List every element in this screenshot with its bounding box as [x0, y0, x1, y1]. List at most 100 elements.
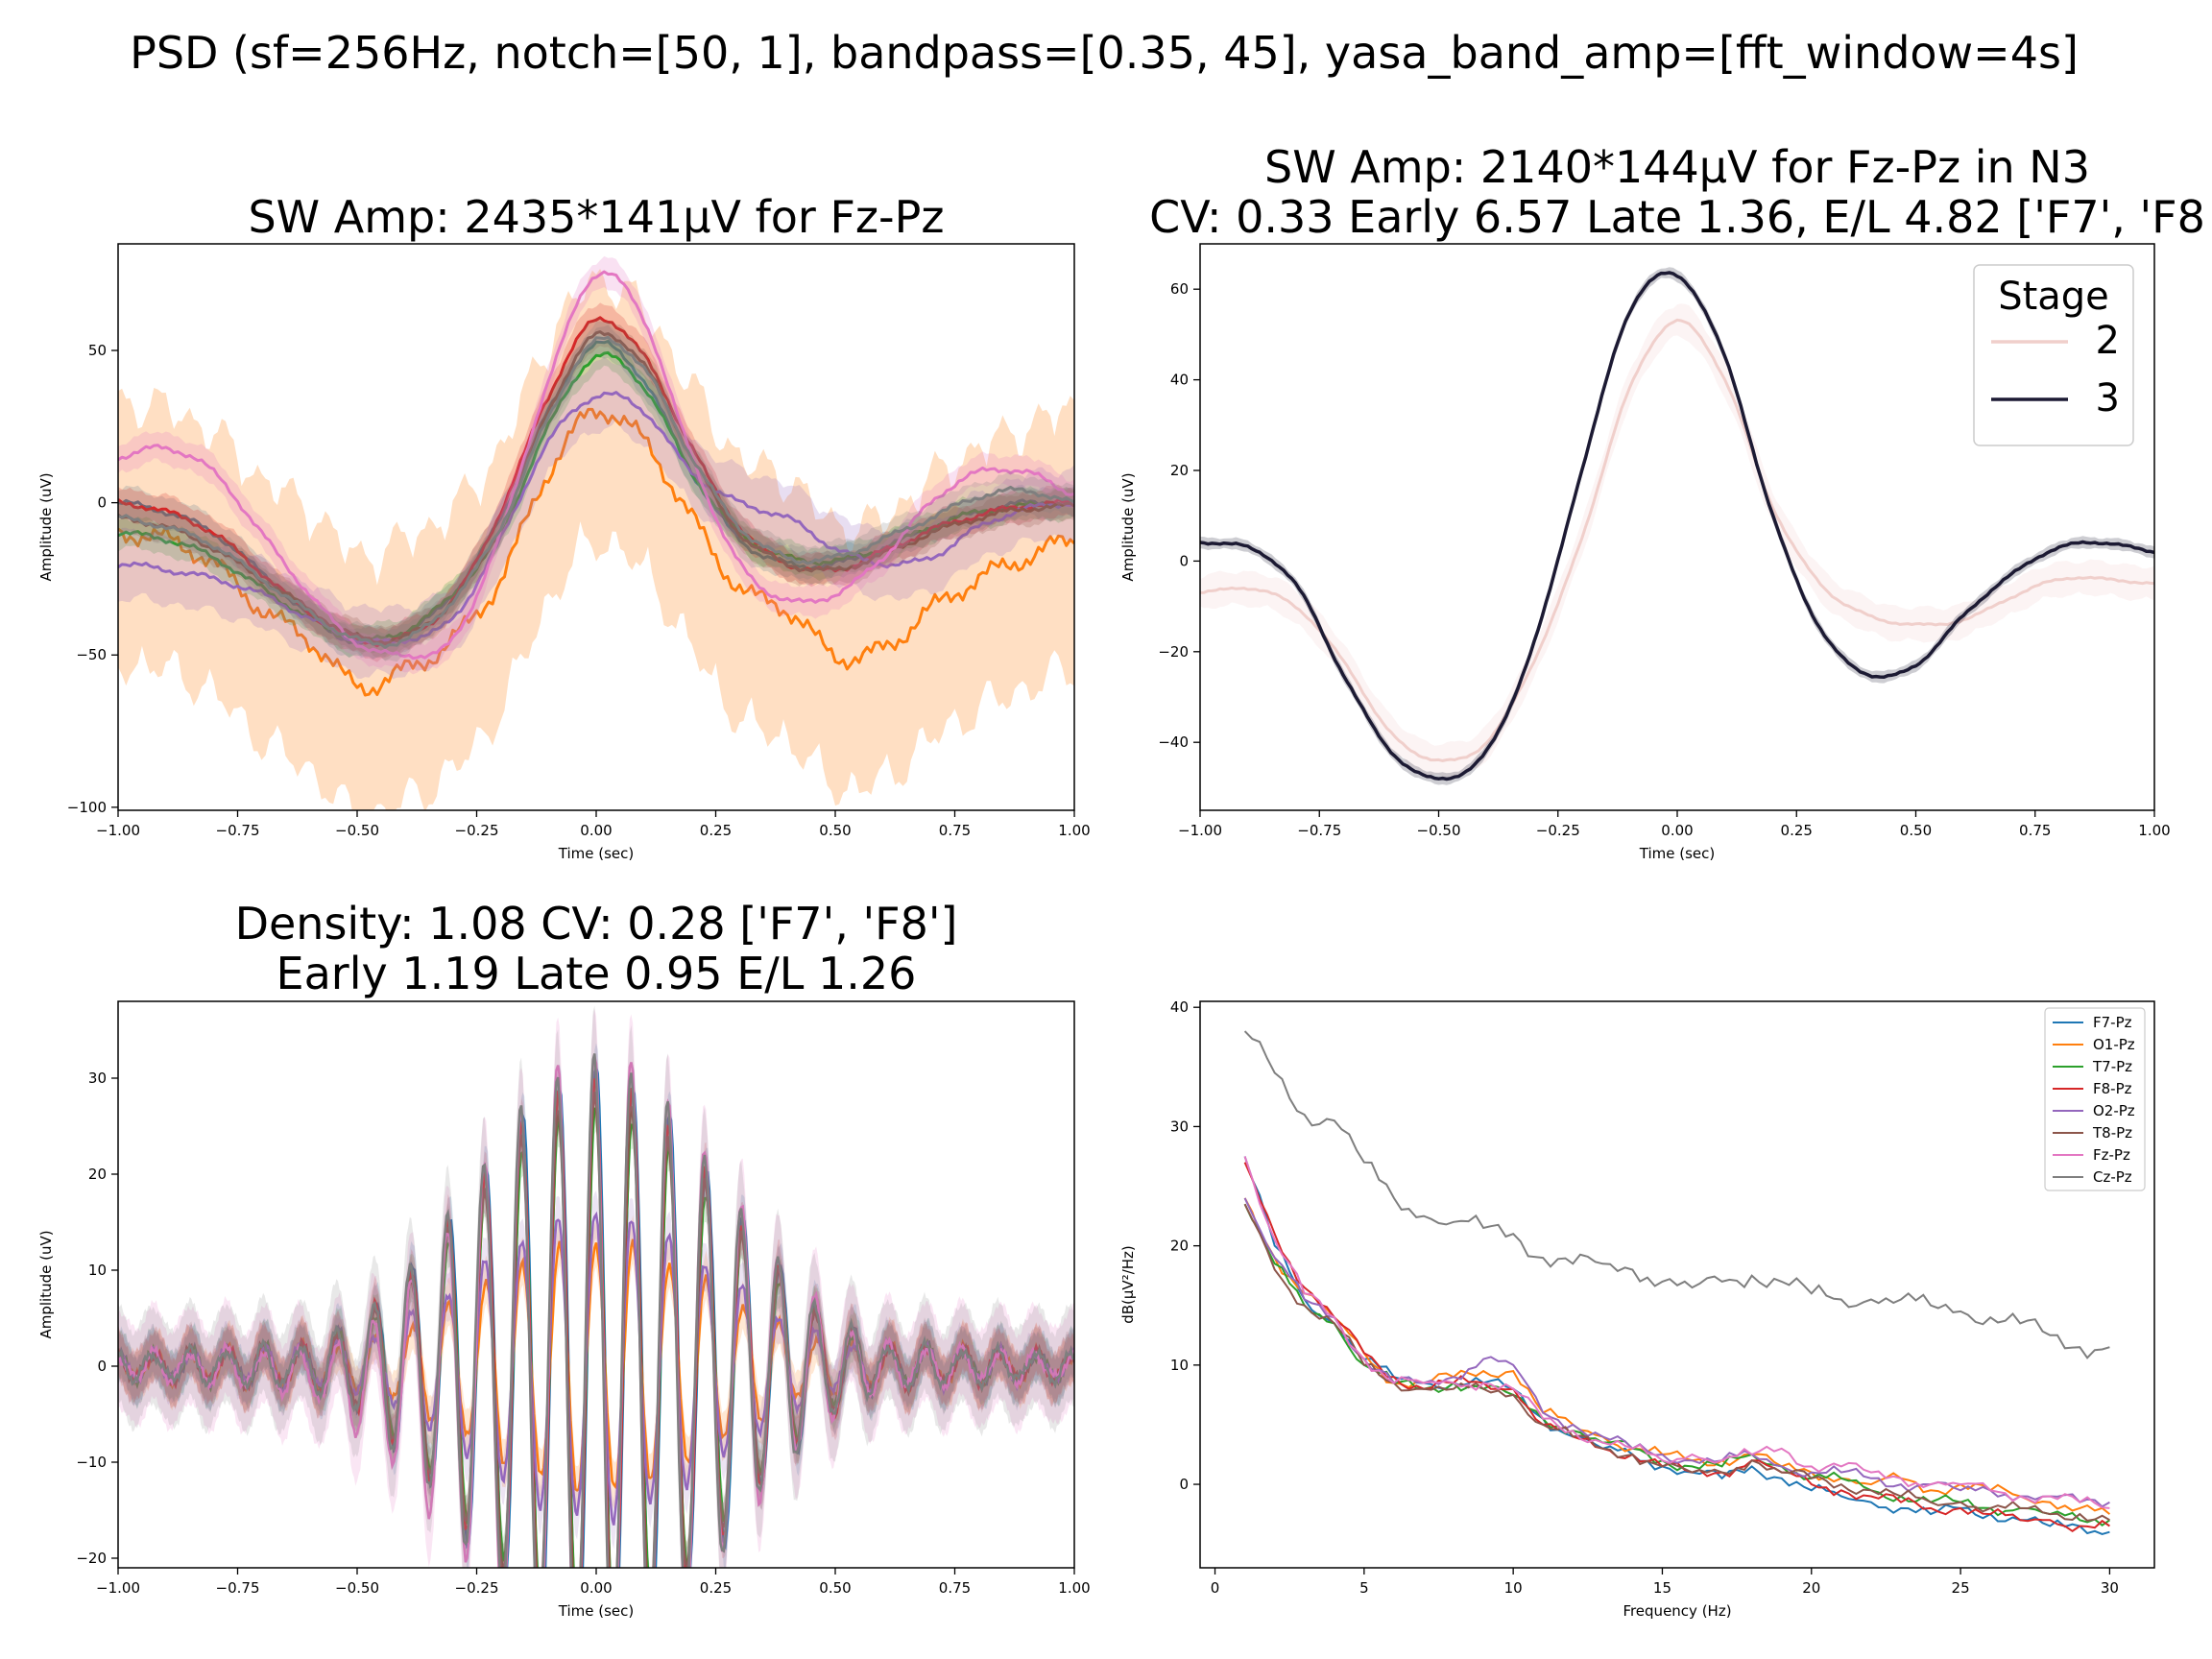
- series-line: [118, 391, 1074, 645]
- chart-title: Early 1.19 Late 0.95 E/L 1.26: [276, 948, 917, 999]
- x-tick-label: 1.00: [2138, 822, 2170, 839]
- y-tick-label: 0: [97, 494, 107, 512]
- x-tick-label: −0.75: [216, 822, 260, 839]
- x-tick-label: 0.75: [2019, 822, 2051, 839]
- figure-suptitle: PSD (sf=256Hz, notch=[50, 1], bandpass=[…: [130, 27, 2079, 79]
- series-line: [118, 330, 1074, 646]
- y-tick-label: 40: [1170, 372, 1189, 389]
- series-line: [1243, 1156, 2110, 1535]
- x-tick-label: −1.00: [96, 1579, 140, 1597]
- y-tick-label: 0: [1179, 552, 1189, 569]
- legend-entry-label: Cz-Pz: [2093, 1168, 2132, 1186]
- series-line: [118, 335, 1074, 649]
- x-tick-label: 30: [2101, 1579, 2119, 1597]
- y-tick-label: 0: [1179, 1476, 1189, 1493]
- chart-title: SW Amp: 2435*141µV for Fz-Pz: [248, 191, 944, 243]
- series-band: [118, 1054, 1074, 1568]
- x-tick-label: 0.50: [1900, 822, 1932, 839]
- spindle-density-chart: Density: 1.08 CV: 0.28 ['F7', 'F8']Early…: [37, 898, 1091, 1620]
- y-axis-label: Amplitude (uV): [37, 472, 55, 581]
- x-tick-label: 15: [1653, 1579, 1671, 1597]
- plot-area: [118, 255, 1074, 810]
- x-axis-label: Time (sec): [1639, 845, 1715, 862]
- series-line: [118, 350, 1074, 643]
- y-tick-label: −50: [76, 646, 107, 663]
- x-axis-label: Frequency (Hz): [1623, 1602, 1731, 1620]
- x-tick-label: 5: [1359, 1579, 1369, 1597]
- y-tick-label: 20: [1170, 462, 1189, 479]
- y-tick-label: −40: [1158, 733, 1189, 751]
- series-line: [1243, 1203, 2110, 1522]
- series-line: [1243, 1197, 2110, 1508]
- x-tick-label: 25: [1952, 1579, 1970, 1597]
- x-tick-label: −0.25: [455, 822, 499, 839]
- legend-entry-label: Fz-Pz: [2093, 1146, 2130, 1164]
- series-band: [118, 325, 1074, 660]
- y-tick-label: 40: [1170, 998, 1189, 1016]
- legend-entry-label: T8-Pz: [2092, 1124, 2132, 1142]
- x-tick-label: −0.75: [216, 1579, 260, 1597]
- x-tick-label: −0.50: [335, 1579, 379, 1597]
- chart-title: Density: 1.08 CV: 0.28 ['F7', 'F8']: [235, 898, 958, 950]
- y-tick-label: 30: [1170, 1118, 1189, 1135]
- x-axis-label: Time (sec): [558, 845, 634, 862]
- y-tick-label: 20: [1170, 1238, 1189, 1255]
- x-tick-label: 0.50: [819, 822, 851, 839]
- x-axis-label: Time (sec): [558, 1602, 634, 1620]
- legend-entry-label: F8-Pz: [2093, 1080, 2132, 1097]
- axes-frame: [1199, 1000, 2155, 1569]
- y-tick-label: 20: [88, 1166, 107, 1183]
- x-tick-label: 0.25: [700, 1579, 732, 1597]
- series-band: [118, 356, 1074, 680]
- series-line: [1200, 318, 2154, 762]
- x-tick-label: −0.25: [1536, 822, 1580, 839]
- series-band: [118, 1005, 1074, 1568]
- x-tick-label: 10: [1504, 1579, 1523, 1597]
- y-tick-label: 10: [88, 1262, 107, 1279]
- y-tick-label: −100: [67, 799, 107, 816]
- y-tick-label: 50: [88, 342, 107, 359]
- series-line: [1243, 1030, 2110, 1359]
- legend-entry-label: F7-Pz: [2093, 1014, 2132, 1031]
- y-tick-label: 0: [97, 1358, 107, 1375]
- x-tick-label: 0.75: [939, 822, 971, 839]
- legend-entry-label: O1-Pz: [2093, 1036, 2135, 1053]
- slow-wave-amplitude-chart: SW Amp: 2435*141µV for Fz-Pz −1.00 −0.75 −0…: [37, 191, 1091, 862]
- psd-chart: 0 5 10 15 20 25 30 0 10 20 30 40 Frequency (Hz) dB(µV…: [1119, 998, 2155, 1620]
- x-tick-label: 0.75: [939, 1579, 971, 1597]
- series-line: [118, 1053, 1074, 1568]
- y-tick-label: 60: [1170, 280, 1189, 298]
- series-band: [118, 269, 1074, 810]
- x-tick-label: −1.00: [96, 822, 140, 839]
- x-tick-label: 20: [1802, 1579, 1820, 1597]
- x-tick-label: 0.00: [580, 822, 612, 839]
- y-axis-label: dB(µV²/Hz): [1119, 1245, 1137, 1324]
- x-tick-label: 1.00: [1058, 1579, 1090, 1597]
- legend-box: [2044, 1007, 2146, 1191]
- x-tick-label: 1.00: [1058, 822, 1090, 839]
- legend-entry-label: O2-Pz: [2093, 1102, 2135, 1119]
- x-tick-label: 0.50: [819, 1579, 851, 1597]
- plot-area: [1243, 1030, 2111, 1535]
- chart-title: CV: 0.33 Early 6.57 Late 1.36, E/L 4.82 …: [1149, 191, 2205, 243]
- plot-area: [1200, 267, 2154, 785]
- series-line: [1200, 271, 2154, 781]
- y-tick-label: 10: [1170, 1357, 1189, 1374]
- legend-entry-label: 2: [2096, 319, 2120, 363]
- series-line: [1243, 1156, 2110, 1509]
- x-tick-label: 0.25: [700, 822, 732, 839]
- y-axis-label: Amplitude (uV): [1119, 472, 1137, 581]
- y-tick-label: −20: [76, 1550, 107, 1567]
- chart-title: SW Amp: 2140*144µV for Fz-Pz in N3: [1264, 141, 2090, 193]
- series-line: [118, 270, 1074, 661]
- x-tick-label: −0.75: [1297, 822, 1341, 839]
- legend-entry-label: T7-Pz: [2092, 1058, 2132, 1075]
- y-tick-label: −10: [76, 1454, 107, 1471]
- x-tick-label: −1.00: [1178, 822, 1222, 839]
- y-tick-label: −20: [1158, 643, 1189, 661]
- x-tick-label: −0.50: [1417, 822, 1461, 839]
- series-line: [118, 316, 1074, 648]
- plot-area: [118, 1005, 1074, 1568]
